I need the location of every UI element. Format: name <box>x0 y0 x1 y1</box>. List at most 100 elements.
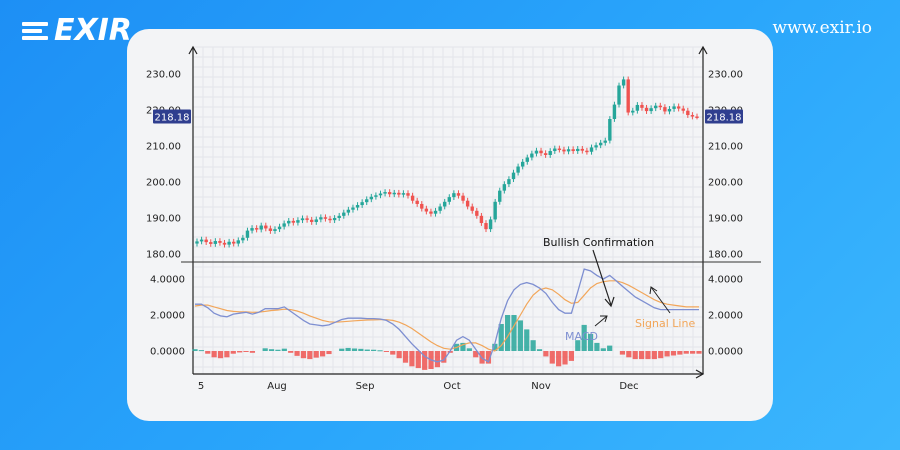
x-tick-label: Dec <box>619 381 638 392</box>
histogram-bar <box>288 351 294 353</box>
histogram-bar <box>377 350 383 352</box>
histogram-bar <box>505 315 511 351</box>
histogram-bar <box>300 351 307 359</box>
histogram-bar <box>626 351 632 358</box>
candle-body <box>415 200 419 204</box>
x-tick-label: Nov <box>531 381 551 392</box>
candle-body <box>236 240 240 244</box>
candle <box>351 204 355 213</box>
x-tick-label: Aug <box>267 381 287 392</box>
candle-body <box>227 241 231 245</box>
candle-body <box>199 239 204 242</box>
histogram-bar <box>658 351 664 359</box>
candle-body <box>562 149 566 152</box>
candle-body <box>626 79 630 113</box>
candle <box>511 169 516 182</box>
annotation-arrow-head <box>604 296 615 308</box>
candle <box>493 198 497 223</box>
candle-body <box>603 140 607 143</box>
candle <box>520 158 525 170</box>
candle <box>603 137 607 146</box>
histogram-bar <box>198 350 204 352</box>
histogram-bar <box>696 351 702 354</box>
candle <box>314 216 318 225</box>
candle <box>273 226 277 234</box>
candle <box>355 202 360 211</box>
candle-body <box>365 199 369 203</box>
candle <box>686 107 690 118</box>
histogram-bar <box>224 351 230 358</box>
histogram-bar <box>262 348 268 351</box>
candle <box>539 147 543 157</box>
candle <box>250 225 254 234</box>
price-tag-left: 218.18 <box>153 109 191 124</box>
candle <box>498 187 502 205</box>
candle-body <box>470 206 474 211</box>
candle <box>218 238 222 246</box>
candle <box>663 104 667 115</box>
candle-body <box>374 195 378 197</box>
histogram-bar <box>351 348 358 351</box>
candle-body <box>475 210 479 216</box>
candle-body <box>291 220 296 223</box>
candle-body <box>585 150 589 153</box>
histogram-bar <box>371 349 377 351</box>
candle-body <box>332 218 337 221</box>
candle-body <box>534 150 539 154</box>
candle <box>621 76 626 89</box>
candle <box>580 146 585 154</box>
histogram-bar <box>319 351 326 357</box>
histogram-bar <box>511 315 517 351</box>
price-tag-right: 218.18 <box>705 109 743 124</box>
candle-body <box>612 104 617 119</box>
candle <box>571 146 575 154</box>
candle <box>420 201 424 212</box>
site-url[interactable]: www.exir.io <box>772 18 872 38</box>
candle-body <box>250 228 254 231</box>
histogram-bar <box>645 351 651 360</box>
candle <box>667 106 672 115</box>
x-axis-arrow <box>695 369 705 379</box>
histogram-bar <box>575 340 581 351</box>
candle <box>387 189 392 198</box>
candle <box>241 234 245 244</box>
candle <box>227 238 231 248</box>
candle-body <box>328 218 332 221</box>
y-axis-arrow-right <box>698 45 708 55</box>
candle <box>328 215 332 224</box>
histogram-bar <box>364 349 370 351</box>
candle-body <box>498 190 502 202</box>
candle-body <box>676 106 681 109</box>
candle-body <box>319 217 323 220</box>
candle-body <box>259 225 263 230</box>
candle <box>594 142 598 151</box>
macd-line-series <box>195 268 699 363</box>
candle-body <box>264 225 268 229</box>
candle <box>264 222 268 232</box>
candle <box>649 105 653 114</box>
histogram-bar <box>249 351 256 353</box>
candle <box>254 225 259 233</box>
histogram-bar <box>434 351 441 368</box>
candle <box>461 192 465 204</box>
price-candles <box>195 76 699 248</box>
annotation-macd: MACD <box>565 330 598 343</box>
candle <box>332 215 337 224</box>
candle <box>447 194 451 205</box>
candle <box>209 239 213 247</box>
macd-arrow-head <box>600 315 608 323</box>
candle-body <box>383 192 387 194</box>
histogram-bar <box>422 351 428 370</box>
candle-body <box>452 193 456 198</box>
candle-body <box>465 200 470 207</box>
candle <box>654 102 658 112</box>
histogram-bar <box>562 351 568 365</box>
histogram-bar <box>670 351 677 356</box>
candle-body <box>530 153 534 158</box>
exir-logo[interactable]: EXIR <box>22 14 132 48</box>
candle <box>479 212 484 226</box>
y-axis-arrow-left <box>188 45 198 55</box>
candle-body <box>461 195 465 201</box>
candle <box>291 218 296 226</box>
candle-body <box>433 210 438 214</box>
